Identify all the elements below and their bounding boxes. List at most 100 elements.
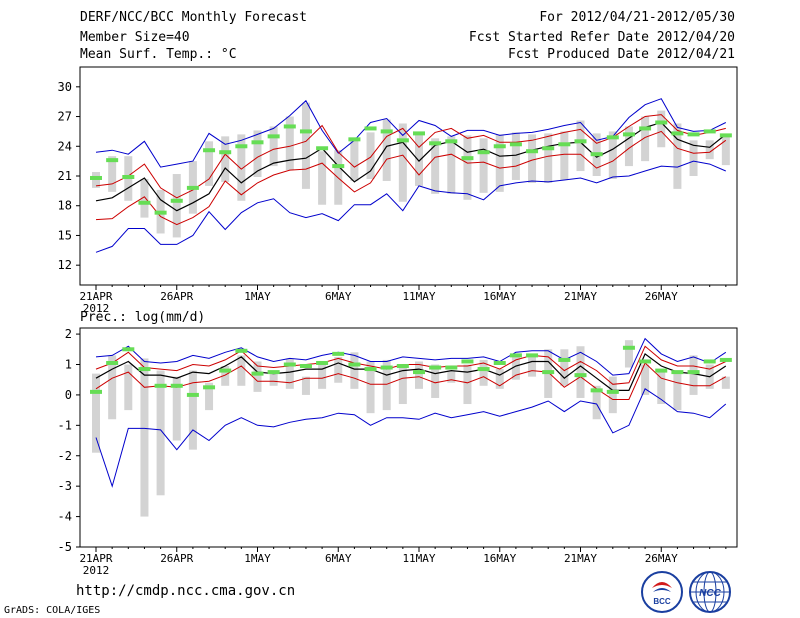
observed-marker (299, 129, 312, 134)
member-range-bar (398, 123, 407, 202)
observed-marker (461, 359, 474, 364)
member-range-bar (528, 353, 537, 377)
member-range-bar (108, 156, 117, 192)
observed-marker (235, 348, 248, 353)
observed-marker (396, 364, 409, 369)
y-tick-label-0: 12 (58, 258, 72, 272)
series-upper-inner (95, 345, 727, 385)
member-range-bar (172, 174, 181, 238)
observed-marker (526, 149, 539, 154)
y-tick-label-0: 30 (58, 80, 72, 94)
member-range-bar (544, 133, 553, 183)
observed-marker (606, 389, 619, 394)
observed-marker (445, 139, 458, 144)
member-range-bar (301, 102, 310, 189)
x-tick-label-1: 21APR (79, 552, 112, 565)
observed-marker (687, 132, 700, 137)
series-mean (95, 352, 727, 391)
observed-marker (542, 370, 555, 375)
observed-marker (493, 144, 506, 149)
member-range-bar (721, 135, 730, 166)
member-range-bar (608, 376, 617, 414)
observed-marker (122, 347, 135, 352)
member-range-bar (624, 126, 633, 167)
y-tick-label-1: 2 (65, 327, 72, 341)
x-tick-label-0: 11MAY (402, 290, 435, 303)
member-range-bar (721, 376, 730, 389)
observed-marker (509, 142, 522, 147)
observed-marker (186, 185, 199, 190)
observed-marker (316, 360, 329, 365)
y-tick-label-0: 18 (58, 199, 72, 213)
member-range-bar (140, 358, 149, 517)
x-tick-label-1: 16MAY (483, 552, 516, 565)
member-range-bar (511, 355, 520, 380)
x-tick-label-0: 16MAY (483, 290, 516, 303)
x-tick-label-0: 21MAY (564, 290, 597, 303)
observed-marker (316, 146, 329, 151)
observed-marker (283, 362, 296, 367)
observed-marker (106, 360, 119, 365)
observed-marker (106, 158, 119, 163)
observed-marker (719, 133, 732, 138)
observed-marker (154, 383, 167, 388)
observed-marker (574, 139, 587, 144)
observed-marker (703, 129, 716, 134)
y-tick-label-0: 21 (58, 169, 72, 183)
x-tick-label-1: 26MAY (645, 552, 678, 565)
observed-marker (138, 367, 151, 372)
source-url[interactable]: http://cmdp.ncc.cma.gov.cn (76, 583, 296, 599)
member-range-bar (253, 361, 262, 392)
observed-marker (396, 138, 409, 143)
forecast-start-date: Fcst Started Refer Date 2012/04/20 (468, 30, 735, 45)
member-range-bar (641, 364, 650, 395)
observed-marker (703, 359, 716, 364)
member-range-bar (237, 134, 246, 201)
chart-title: DERF/NCC/BCC Monthly Forecast (80, 10, 307, 25)
member-range-bar (495, 369, 504, 389)
x-tick-label-0: 26APR (160, 290, 193, 303)
variable-label-prec: Prec.: log(mm/d) (80, 310, 205, 325)
member-range-bar (689, 355, 698, 395)
member-range-bar (221, 136, 230, 182)
x-tick-label-0: 1MAY (244, 290, 271, 303)
observed-marker (364, 126, 377, 131)
member-range-bar (673, 123, 682, 189)
member-range-bar (108, 355, 117, 420)
member-range-bar (431, 364, 440, 398)
observed-marker (590, 152, 603, 157)
observed-marker (186, 392, 199, 397)
member-range-bar (641, 116, 650, 162)
observed-marker (687, 370, 700, 375)
observed-marker (461, 156, 474, 161)
member-range-bar (576, 346, 585, 398)
observed-marker (154, 210, 167, 215)
observed-marker (606, 135, 619, 140)
member-range-bar (205, 382, 214, 411)
y-tick-label-1: -2 (58, 449, 72, 463)
member-range-bar (350, 352, 359, 389)
observed-marker (558, 357, 571, 362)
x-tick-label-1: 26APR (160, 552, 193, 565)
member-range-bar (285, 116, 294, 171)
series-lower-outer (95, 160, 726, 253)
y-tick-label-1: -3 (58, 479, 72, 493)
series-upper-outer (95, 337, 727, 376)
observed-marker (655, 120, 668, 125)
y-tick-label-1: -4 (58, 510, 72, 524)
observed-marker (380, 365, 393, 370)
x-year-label-0: 2012 (83, 302, 110, 315)
member-range-bar (463, 364, 472, 405)
observed-marker (348, 362, 361, 367)
observed-marker (267, 134, 280, 139)
observed-marker (622, 132, 635, 137)
observed-marker (380, 129, 393, 134)
member-range-bar (382, 119, 391, 181)
observed-marker (590, 388, 603, 393)
observed-marker (639, 359, 652, 364)
member-range-bar (156, 370, 165, 496)
member-range-bar (140, 178, 149, 218)
member-range-bar (560, 349, 569, 386)
ncc-logo-icon: NCC (689, 571, 731, 613)
observed-marker (364, 367, 377, 372)
